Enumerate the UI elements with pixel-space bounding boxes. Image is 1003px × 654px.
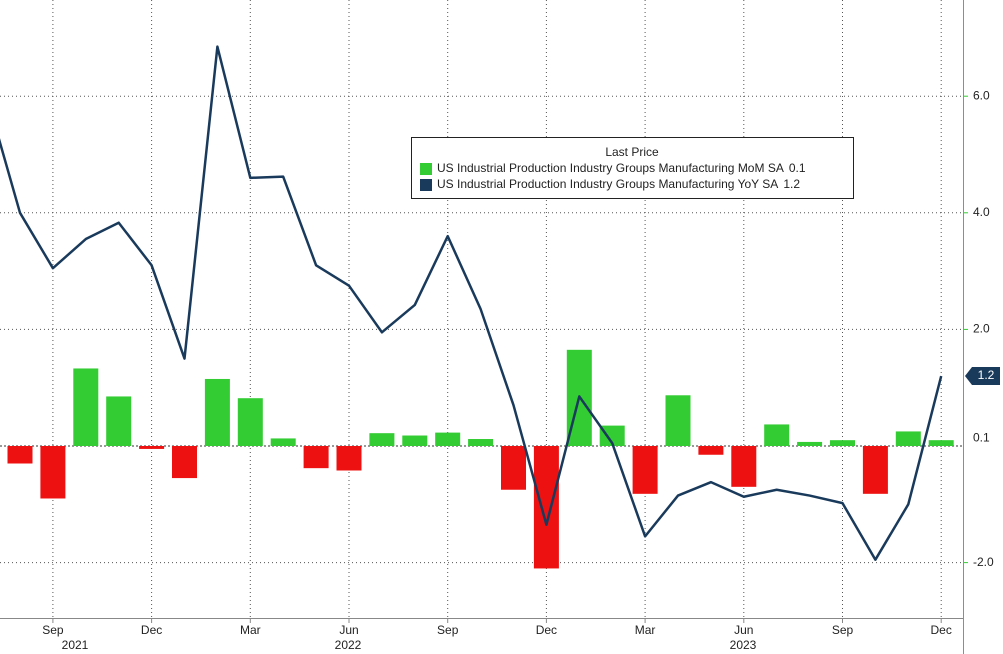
legend-name: US Industrial Production Industry Groups… [437,177,778,191]
legend-label: US Industrial Production Industry Groups… [437,177,800,191]
x-tick-label: Mar [240,623,261,637]
y-tick-label: 4.0 [973,205,990,219]
legend-name: US Industrial Production Industry Groups… [437,161,784,175]
bar [270,438,296,447]
x-tick-label: Jun [734,623,753,637]
bar [7,446,33,464]
legend: Last Price US Industrial Production Indu… [411,137,854,199]
legend-title: Last Price [605,145,659,159]
x-tick-label: Sep [42,623,64,637]
bar [369,433,395,447]
year-label: 2022 [335,638,362,652]
bar [764,424,790,447]
last-value-tag [965,367,1000,386]
legend-swatch [420,163,432,175]
legend-label: US Industrial Production Industry Groups… [437,161,806,175]
bar [237,398,263,447]
legend-swatch [420,179,432,191]
bar [698,446,724,455]
bar [797,441,823,447]
bar [139,446,165,449]
legend-last-value: 0.1 [789,161,806,175]
bar [632,446,658,494]
line [0,45,943,561]
bar [895,431,921,447]
bar [599,425,625,447]
bar [731,446,757,487]
last-value-label: 0.1 [973,430,990,444]
x-tick-label: Dec [536,623,557,637]
bar [665,395,691,447]
year-label: 2021 [62,638,89,652]
legend-box [411,137,854,199]
bar [830,440,855,447]
bar [73,368,99,447]
year-label: 2023 [730,638,757,652]
y-tick-label: 2.0 [973,322,990,336]
bar [501,446,526,490]
bar [172,446,197,479]
bar [862,446,888,494]
y-tick-label: -2.0 [973,555,994,569]
x-tick-label: Sep [832,623,854,637]
x-tick-label: Dec [141,623,162,637]
x-tick-label: Jun [339,623,358,637]
bar [106,396,132,447]
bar [435,432,461,447]
legend-last-value: 1.2 [783,177,800,191]
x-tick-label: Sep [437,623,459,637]
bar [928,440,954,447]
bar [336,446,362,471]
plot-area [0,0,963,618]
bar [533,446,559,569]
last-value-label: 1.2 [978,368,995,382]
x-tick-label: Mar [635,623,656,637]
bar [402,435,428,447]
bar [40,446,66,499]
bar [468,439,494,447]
y-tick-label: 6.0 [973,88,990,102]
x-tick-label: Dec [931,623,952,637]
bar [204,378,230,447]
bar [303,446,329,469]
